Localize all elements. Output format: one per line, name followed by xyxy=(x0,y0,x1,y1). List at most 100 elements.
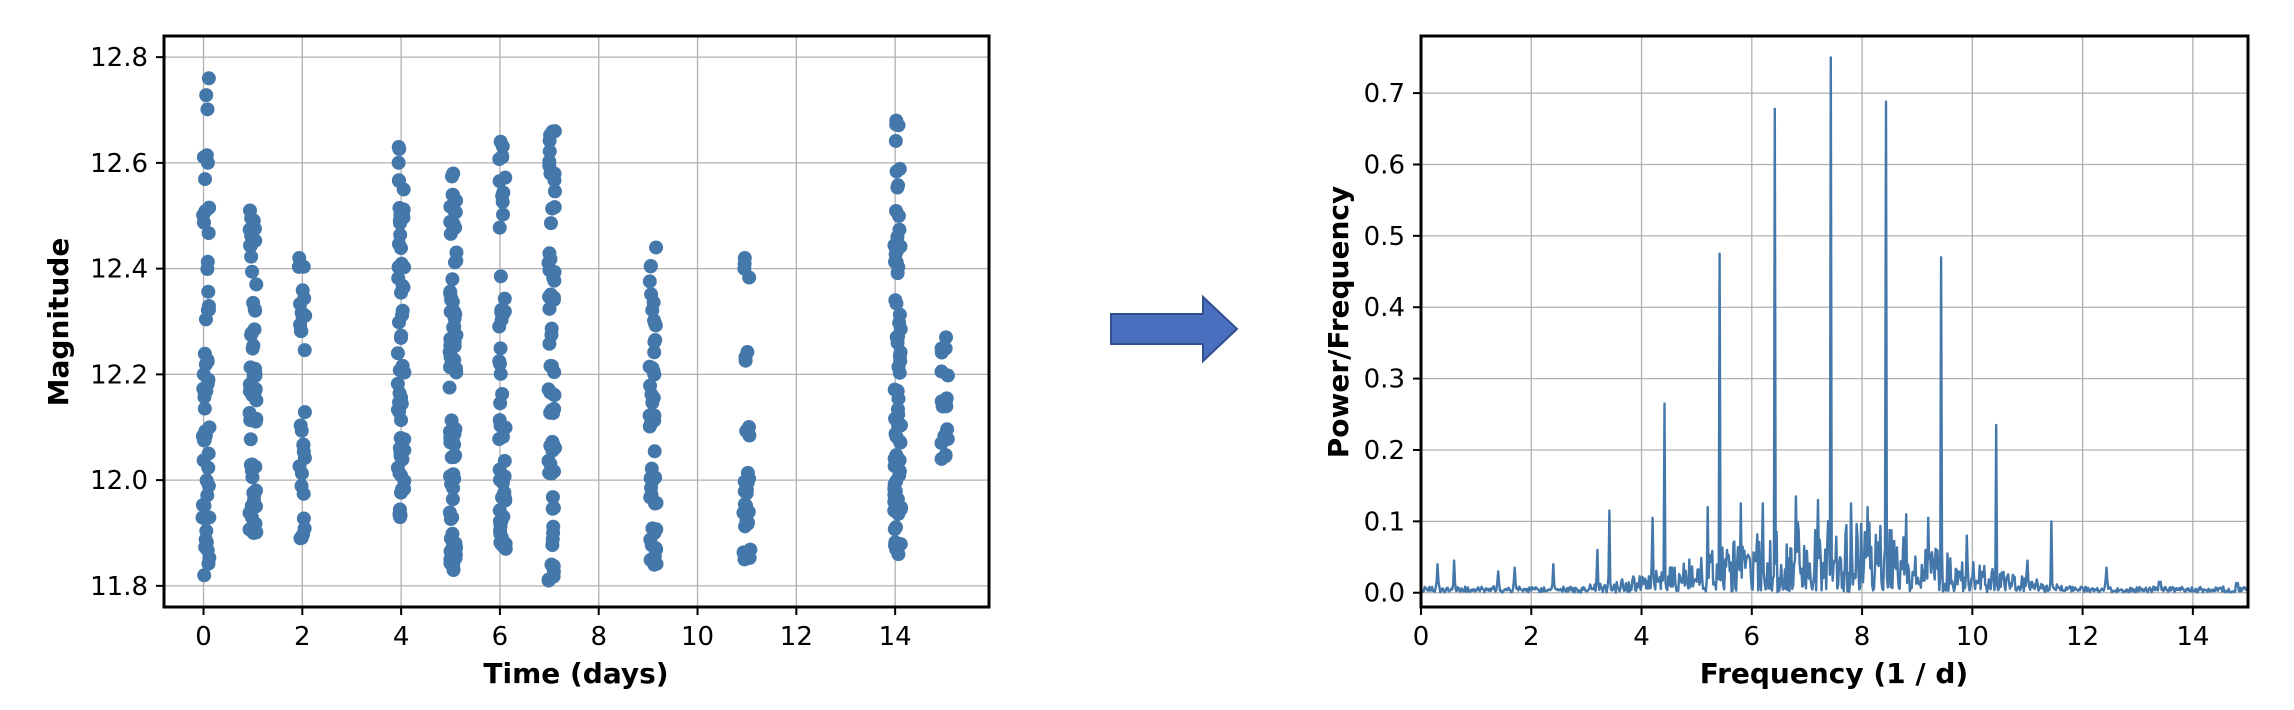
x-tick-label: 6 xyxy=(492,622,509,652)
scatter-point xyxy=(647,408,662,423)
x-tick-label: 10 xyxy=(1956,622,1989,652)
scatter-point xyxy=(543,252,558,267)
scatter-point xyxy=(644,287,659,302)
periodogram-grid xyxy=(1420,36,2248,607)
scatter-point xyxy=(448,422,463,437)
scatter-point xyxy=(246,295,261,310)
x-tick-label: 4 xyxy=(393,622,410,652)
scatter-point xyxy=(544,466,559,481)
scatter-point xyxy=(443,199,458,214)
scatter-point xyxy=(740,475,755,490)
scatter-point xyxy=(198,172,213,187)
scatter-point xyxy=(891,118,906,133)
scatter-point xyxy=(198,540,213,555)
scatter-point xyxy=(245,457,260,472)
scatter-point xyxy=(541,572,556,587)
scatter-point xyxy=(449,253,464,268)
scatter-point xyxy=(496,207,511,222)
scatter-point xyxy=(446,481,461,496)
scatter-point xyxy=(494,530,509,545)
scatter-point xyxy=(546,406,561,421)
scatter-point xyxy=(392,395,407,410)
x-tick-label: 0 xyxy=(195,622,212,652)
periodogram-chart: 0 2 4 6 8 10 12 14 0.0 0.1 0.2 0.3 0.4 0.5 0.6 0.7 Fre… xyxy=(1322,34,2250,690)
x-tick-label: 8 xyxy=(1854,622,1871,652)
scatter-point xyxy=(644,387,659,402)
scatter-point xyxy=(542,154,557,169)
scatter-point xyxy=(547,365,562,380)
x-tick-label: 4 xyxy=(1633,622,1650,652)
scatter-point xyxy=(545,501,560,516)
scatter-point xyxy=(547,173,562,188)
scatter-point xyxy=(493,366,508,381)
scatter-point xyxy=(392,141,407,156)
scatter-point xyxy=(495,194,510,209)
scatter-point xyxy=(934,436,949,451)
y-tick-label: 0.1 xyxy=(1364,507,1405,537)
scatter-point xyxy=(546,525,561,540)
periodogram-y-ticks: 0.0 0.1 0.2 0.3 0.4 0.5 0.6 0.7 xyxy=(1364,79,1421,609)
scatter-point xyxy=(394,328,409,343)
scatter-point xyxy=(542,144,557,159)
scatter-point xyxy=(248,516,263,531)
scatter-point xyxy=(890,266,905,281)
scatter-point xyxy=(395,308,410,323)
scatter-point xyxy=(889,296,904,311)
scatter-point xyxy=(245,233,260,248)
scatter-point xyxy=(642,274,657,289)
scatter-point xyxy=(442,380,457,395)
scatter-point xyxy=(889,429,904,444)
scatter-point xyxy=(393,444,408,459)
scatter-point xyxy=(202,200,217,215)
scatter-point xyxy=(889,164,904,179)
scatter-x-ticks: 0 2 4 6 8 10 12 14 xyxy=(195,607,912,652)
scatter-point xyxy=(296,437,311,452)
scatter-point xyxy=(293,296,308,311)
scatter-point xyxy=(446,558,461,573)
periodogram-x-ticks: 0 2 4 6 8 10 12 14 xyxy=(1413,607,2209,652)
scatter-point xyxy=(742,550,757,565)
scatter-point xyxy=(296,486,311,501)
scatter-point xyxy=(446,320,461,335)
scatter-point xyxy=(395,358,410,373)
scatter-point xyxy=(890,242,905,257)
x-tick-label: 12 xyxy=(780,622,813,652)
scatter-point xyxy=(195,510,210,525)
scatter-point xyxy=(197,568,212,583)
scatter-point xyxy=(934,341,949,356)
scatter-point xyxy=(497,291,512,306)
y-tick-label: 0.3 xyxy=(1364,365,1405,395)
scatter-point xyxy=(201,71,216,86)
scatter-point xyxy=(197,389,212,404)
scatter-point xyxy=(888,411,903,426)
scatter-point xyxy=(200,376,215,391)
scatter-point xyxy=(649,542,664,557)
scatter-point xyxy=(196,215,211,230)
scatter-point xyxy=(447,450,462,465)
scatter-point xyxy=(741,504,756,519)
y-tick-label: 0.0 xyxy=(1364,579,1405,609)
scatter-plot-frame xyxy=(162,34,991,609)
scatter-point xyxy=(492,152,507,167)
scatter-point xyxy=(647,496,662,511)
scatter-point xyxy=(740,516,755,531)
scatter-point xyxy=(887,522,902,537)
scatter-point xyxy=(249,277,264,292)
x-tick-label: 6 xyxy=(1744,622,1761,652)
scatter-point xyxy=(542,301,557,316)
y-tick-label: 12.4 xyxy=(90,255,148,285)
scatter-point xyxy=(296,259,311,274)
scatter-point xyxy=(446,188,461,203)
y-tick-label: 0.4 xyxy=(1364,293,1405,323)
x-tick-label: 14 xyxy=(2176,622,2209,652)
scatter-point xyxy=(198,312,213,327)
y-tick-label: 0.2 xyxy=(1364,436,1405,466)
scatter-point xyxy=(394,413,409,428)
scatter-point xyxy=(643,259,658,274)
scatter-point xyxy=(738,350,753,365)
scatter-point xyxy=(938,449,953,464)
scatter-point xyxy=(492,514,507,529)
periodogram-series-line xyxy=(1419,56,2250,594)
scatter-point xyxy=(891,208,906,223)
